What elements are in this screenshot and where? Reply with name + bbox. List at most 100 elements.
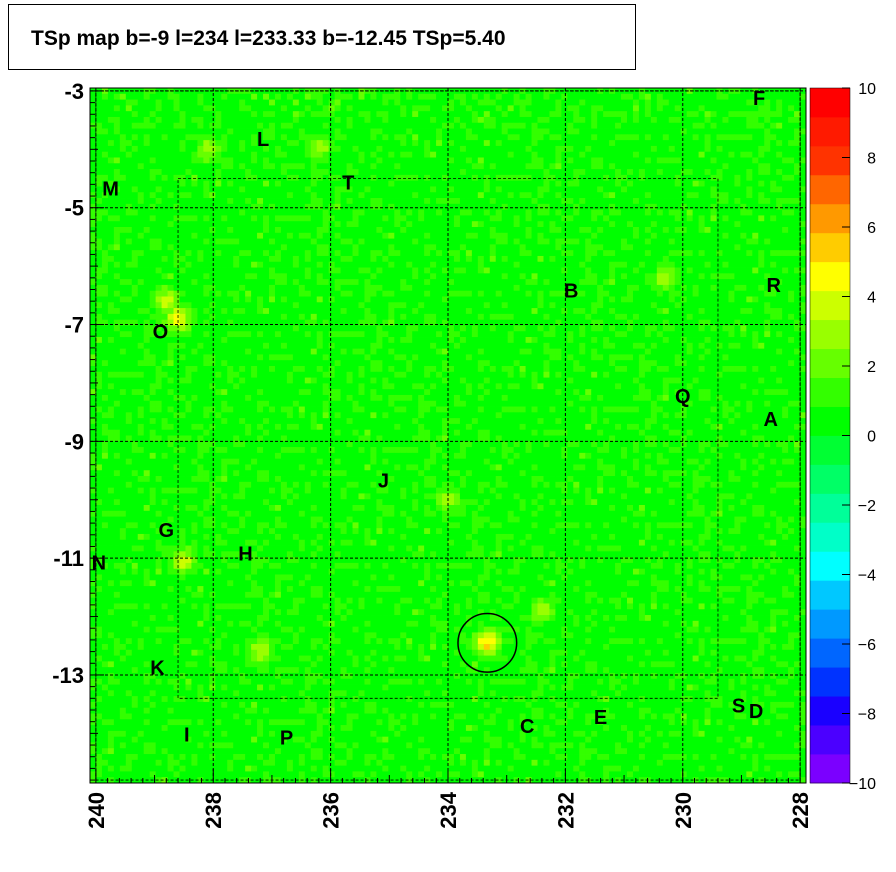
heatmap-cell	[203, 215, 210, 222]
heatmap-cell	[179, 198, 186, 205]
heatmap-cell	[573, 157, 580, 164]
heatmap-cell	[382, 227, 389, 234]
heatmap-cell	[483, 128, 491, 135]
heatmap-cell	[304, 255, 312, 263]
heatmap-cell	[662, 319, 670, 326]
heatmap-cell	[310, 198, 318, 205]
heatmap-cell	[465, 169, 473, 176]
heatmap-cell	[561, 157, 568, 164]
heatmap-cell	[119, 186, 127, 193]
heatmap-cell	[274, 279, 282, 286]
heatmap-cells	[90, 88, 807, 784]
heatmap-cell	[632, 296, 640, 303]
heatmap-cell	[644, 134, 652, 141]
heatmap-cell	[269, 186, 276, 193]
heatmap-cell	[513, 163, 520, 170]
heatmap-cell	[418, 116, 425, 124]
heatmap-cell	[322, 302, 330, 309]
heatmap-cell	[561, 105, 568, 112]
heatmap-cell	[722, 215, 729, 222]
heatmap-cell	[501, 302, 509, 309]
heatmap-cell	[770, 198, 777, 205]
heatmap-cell	[519, 232, 526, 239]
heatmap-cell	[603, 145, 610, 153]
heatmap-cell	[173, 313, 180, 321]
heatmap-cell	[644, 244, 652, 251]
heatmap-cell	[740, 279, 747, 286]
heatmap-cell	[603, 227, 610, 234]
heatmap-cell	[352, 169, 359, 176]
heatmap-cell	[125, 116, 133, 124]
heatmap-cell	[179, 250, 186, 257]
heatmap-cell	[143, 238, 151, 245]
heatmap-cell	[113, 238, 121, 245]
heatmap-cell	[245, 308, 252, 315]
heatmap-cell	[442, 325, 449, 332]
heatmap-cell	[501, 174, 509, 182]
heatmap-cell	[519, 203, 526, 211]
heatmap-cell	[471, 244, 479, 251]
heatmap-cell	[251, 279, 258, 286]
heatmap-cell	[90, 174, 97, 182]
heatmap-cell	[197, 221, 204, 228]
heatmap-cell	[137, 238, 145, 245]
heatmap-cell	[304, 105, 312, 112]
heatmap-cell	[776, 308, 783, 315]
heatmap-cell	[495, 261, 503, 268]
heatmap-cell	[531, 88, 538, 95]
heatmap-cell	[585, 209, 592, 216]
heatmap-cell	[358, 238, 365, 245]
heatmap-cell	[507, 209, 515, 216]
heatmap-cell	[334, 313, 341, 321]
heatmap-cell	[197, 290, 204, 297]
heatmap-cell	[203, 267, 210, 274]
heatmap-cell	[358, 192, 365, 199]
heatmap-cell	[495, 215, 503, 222]
heatmap-cell	[233, 255, 240, 263]
heatmap-cell	[638, 169, 646, 176]
heatmap-cell	[483, 163, 491, 170]
heatmap-cell	[734, 198, 741, 205]
heatmap-cell	[292, 99, 300, 106]
heatmap-cell	[627, 111, 634, 118]
heatmap-cell	[292, 105, 300, 112]
heatmap-cell	[310, 284, 318, 292]
heatmap-cell	[477, 174, 485, 182]
heatmap-cell	[471, 221, 479, 228]
heatmap-cell	[245, 128, 252, 135]
heatmap-cell	[686, 116, 694, 124]
heatmap-cell	[788, 93, 795, 100]
heatmap-cell	[322, 215, 330, 222]
heatmap-cell	[465, 308, 473, 315]
heatmap-cell	[334, 105, 341, 112]
heatmap-cell	[269, 284, 276, 292]
heatmap-cell	[340, 232, 347, 239]
heatmap-cell	[561, 284, 568, 292]
heatmap-cell	[370, 250, 377, 257]
heatmap-cell	[310, 319, 318, 326]
heatmap-cell	[143, 140, 151, 147]
heatmap-cell	[358, 267, 365, 274]
heatmap-cell	[436, 203, 443, 211]
heatmap-cell	[304, 116, 312, 124]
heatmap-cell	[495, 192, 503, 199]
heatmap-cell	[233, 221, 240, 228]
heatmap-cell	[167, 128, 174, 135]
heatmap-cell	[459, 186, 467, 193]
heatmap-cell	[113, 244, 121, 251]
heatmap-cell	[251, 209, 258, 216]
heatmap-cell	[245, 186, 252, 193]
heatmap-cell	[644, 198, 652, 205]
heatmap-cell	[107, 140, 115, 147]
heatmap-cell	[334, 267, 341, 274]
heatmap-cell	[549, 140, 556, 147]
heatmap-cell	[537, 313, 544, 321]
heatmap-cell	[644, 255, 652, 263]
heatmap-cell	[430, 319, 437, 326]
heatmap-cell	[394, 157, 401, 164]
heatmap-cell	[394, 145, 401, 153]
heatmap-cell	[477, 145, 485, 153]
heatmap-cell	[794, 99, 801, 106]
heatmap-cell	[95, 215, 103, 222]
heatmap-cell	[137, 302, 145, 309]
